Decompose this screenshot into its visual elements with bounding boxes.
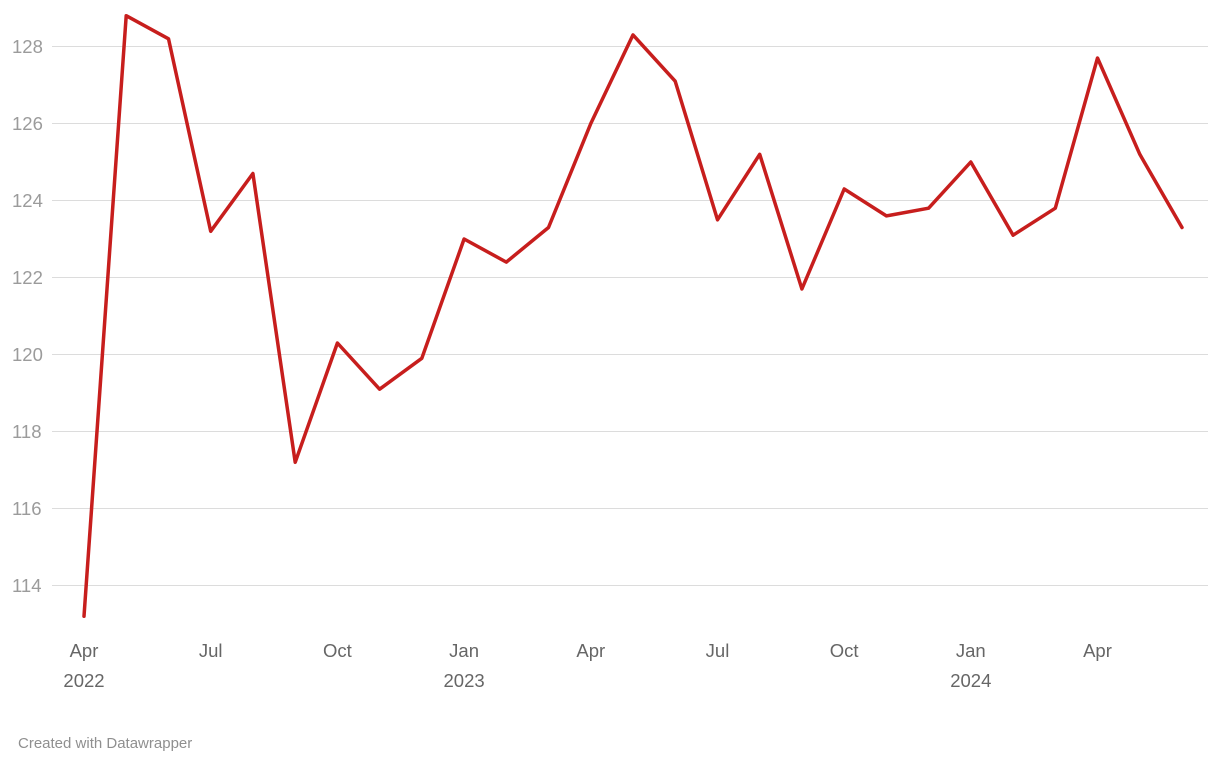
y-axis-tick-label: 118 (12, 421, 42, 442)
x-axis-tick-label: Oct (830, 640, 859, 661)
x-axis-year-label: 2023 (444, 670, 485, 691)
data-line (82, 13, 1184, 619)
x-axis-tick-label: Jul (199, 640, 223, 661)
y-axis-tick-label: 114 (12, 575, 42, 596)
y-axis-tick-label: 124 (12, 190, 43, 211)
datawrapper-attribution: Created with Datawrapper (18, 735, 193, 752)
x-axis-tick-label: Apr (576, 640, 605, 661)
line-chart-canvas: 114 116 118 120 122 124 126 128 Apr 2022 Jul Oct Jan… (12, 13, 1208, 691)
x-axis-tick-label: Jul (706, 640, 730, 661)
x-axis-year-label: 2024 (950, 670, 991, 691)
y-axis-tick-label: 120 (12, 344, 43, 365)
x-axis-tick-label: Oct (323, 640, 352, 661)
y-axis-tick-label: 116 (12, 498, 42, 519)
x-axis-tick-label: Apr (70, 640, 99, 661)
y-axis-tick-label: 126 (12, 113, 43, 134)
y-axis-tick-label: 128 (12, 36, 43, 57)
x-axis-year-label: 2022 (63, 670, 104, 691)
x-axis-tick-label: Jan (449, 640, 479, 661)
y-axis-tick-label: 122 (12, 267, 43, 288)
x-axis-tick-label: Jan (956, 640, 986, 661)
x-axis-tick-label: Apr (1083, 640, 1112, 661)
